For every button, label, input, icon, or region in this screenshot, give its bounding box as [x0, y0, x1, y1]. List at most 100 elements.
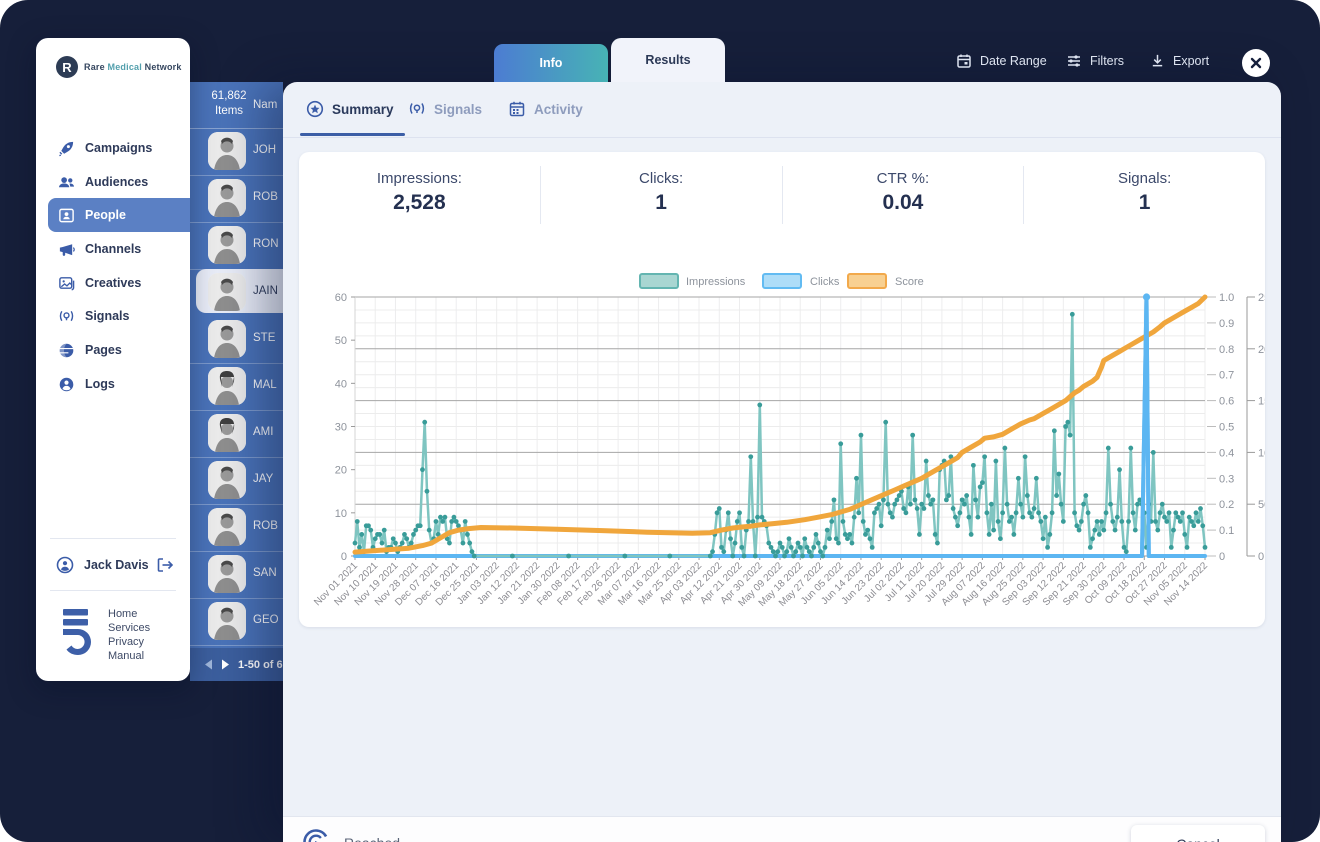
cancel-button[interactable]: Cancel — [1131, 825, 1265, 842]
tab-info[interactable]: Info — [494, 44, 608, 82]
user-row[interactable]: Jack Davis — [36, 550, 190, 580]
person-circle-icon — [59, 377, 74, 391]
rocket-icon — [59, 141, 74, 156]
people-row[interactable]: SAN — [190, 551, 283, 599]
signal-bulb-icon — [409, 103, 425, 114]
people-row[interactable]: ROB — [190, 175, 283, 223]
svg-text:0.2: 0.2 — [1219, 499, 1234, 511]
reached-label: Reached — [344, 835, 400, 842]
reached-icon — [303, 829, 329, 842]
footer-link-home[interactable]: Home — [108, 608, 138, 620]
sidebar-item-people[interactable]: People — [48, 198, 190, 232]
filters-button[interactable]: Filters — [1066, 53, 1124, 69]
globe-icon — [59, 343, 74, 357]
brand-name: Rare Medical Network — [84, 62, 182, 72]
avatar — [208, 367, 246, 405]
svg-text:200: 200 — [1258, 344, 1265, 356]
pagination-bar: 1-50 of 6 — [190, 648, 283, 681]
five-logo — [63, 609, 91, 655]
avatar — [208, 555, 246, 593]
stat-signals: Signals: 1 — [1023, 166, 1265, 224]
sidebar-item-audiences[interactable]: Audiences — [36, 166, 190, 198]
active-tab-underline — [300, 133, 405, 136]
footer-link-manual[interactable]: Manual — [108, 650, 145, 662]
contact-card-icon — [59, 208, 74, 222]
calendar-icon — [957, 54, 971, 68]
people-row[interactable]: STE — [190, 316, 283, 364]
avatar — [208, 414, 246, 452]
filters-label: Filters — [1090, 54, 1125, 68]
sidebar-item-channels[interactable]: Channels — [36, 233, 190, 265]
svg-text:0.6: 0.6 — [1219, 396, 1234, 408]
sidebar-item-logs[interactable]: Logs — [36, 368, 190, 400]
sidebar-item-creatives[interactable]: Creatives — [36, 267, 190, 299]
megaphone-icon — [59, 243, 75, 256]
date-range-button[interactable]: Date Range — [956, 53, 1047, 69]
people-row[interactable]: JOH — [190, 128, 283, 176]
results-modal: Summary Signals Activity Impressions: 2,… — [283, 82, 1281, 842]
close-icon — [1250, 57, 1262, 69]
svg-text:0.7: 0.7 — [1219, 370, 1234, 382]
user-name: Jack Davis — [84, 558, 149, 572]
date-range-label: Date Range — [980, 54, 1047, 68]
user-icon — [56, 556, 74, 574]
svg-text:0.8: 0.8 — [1219, 344, 1234, 356]
calendar-grid-icon — [509, 101, 525, 117]
svg-text:0.9: 0.9 — [1219, 318, 1234, 330]
svg-text:0: 0 — [1258, 551, 1264, 563]
next-page-icon[interactable] — [221, 659, 230, 670]
tab-results[interactable]: Results — [611, 38, 725, 82]
svg-text:0.3: 0.3 — [1219, 473, 1234, 485]
people-row[interactable]: RON — [190, 222, 283, 270]
svg-text:40: 40 — [335, 378, 347, 390]
stat-ctr: CTR %: 0.04 — [781, 166, 1024, 224]
svg-text:0.4: 0.4 — [1219, 447, 1234, 459]
svg-text:1.0: 1.0 — [1219, 292, 1234, 304]
avatar — [208, 320, 246, 358]
avatar — [208, 132, 246, 170]
people-row[interactable]: MAL — [190, 363, 283, 411]
brand-logo: R Rare Medical Network — [56, 56, 182, 78]
download-icon — [1152, 54, 1163, 67]
svg-text:0.1: 0.1 — [1219, 525, 1234, 537]
export-label: Export — [1173, 53, 1210, 68]
close-button[interactable] — [1242, 49, 1270, 77]
stat-clicks: Clicks: 1 — [539, 166, 782, 224]
svg-text:20: 20 — [335, 465, 347, 477]
people-row[interactable]: JAY — [190, 457, 283, 505]
svg-text:50: 50 — [1258, 499, 1265, 511]
name-column-header: Nam — [253, 99, 278, 111]
svg-text:100: 100 — [1258, 447, 1265, 459]
tab-signals[interactable]: Signals — [408, 82, 482, 136]
tab-summary[interactable]: Summary — [300, 82, 405, 136]
group-icon — [58, 176, 75, 187]
stats-row: Impressions: 2,528 Clicks: 1 CTR %: 0.04… — [299, 166, 1265, 224]
export-button[interactable]: Export — [1150, 53, 1209, 68]
brand-mark-icon: R — [56, 56, 78, 78]
logout-icon[interactable] — [156, 556, 174, 574]
footer-link-services[interactable]: Services — [108, 622, 151, 634]
image-icon — [59, 276, 75, 290]
people-row-selected[interactable]: JAIN — [196, 269, 283, 313]
svg-text:250: 250 — [1258, 292, 1265, 304]
tab-activity[interactable]: Activity — [508, 82, 583, 136]
svg-text:0.5: 0.5 — [1219, 422, 1234, 434]
svg-text:Clicks: Clicks — [810, 276, 840, 288]
footer-link-privacy[interactable]: Privacy — [108, 636, 145, 648]
sidebar-item-signals[interactable]: Signals — [36, 300, 190, 332]
people-row[interactable]: GEO — [190, 598, 283, 646]
sidebar-item-campaigns[interactable]: Campaigns — [36, 132, 190, 164]
people-row[interactable]: ROB — [190, 504, 283, 552]
people-row[interactable]: AMI — [190, 410, 283, 458]
avatar — [208, 508, 246, 546]
svg-text:Score: Score — [895, 276, 924, 288]
svg-text:0: 0 — [1219, 551, 1225, 563]
prev-page-icon[interactable] — [204, 659, 213, 670]
summary-card: Impressions: 2,528 Clicks: 1 CTR %: 0.04… — [299, 152, 1265, 627]
people-list-panel: 61,862 Items Nam JOH ROB RON JAIN STE MAL… — [190, 82, 283, 681]
avatar — [208, 273, 246, 311]
filters-icon — [1068, 55, 1080, 67]
sidebar-item-pages[interactable]: Pages — [36, 334, 190, 366]
